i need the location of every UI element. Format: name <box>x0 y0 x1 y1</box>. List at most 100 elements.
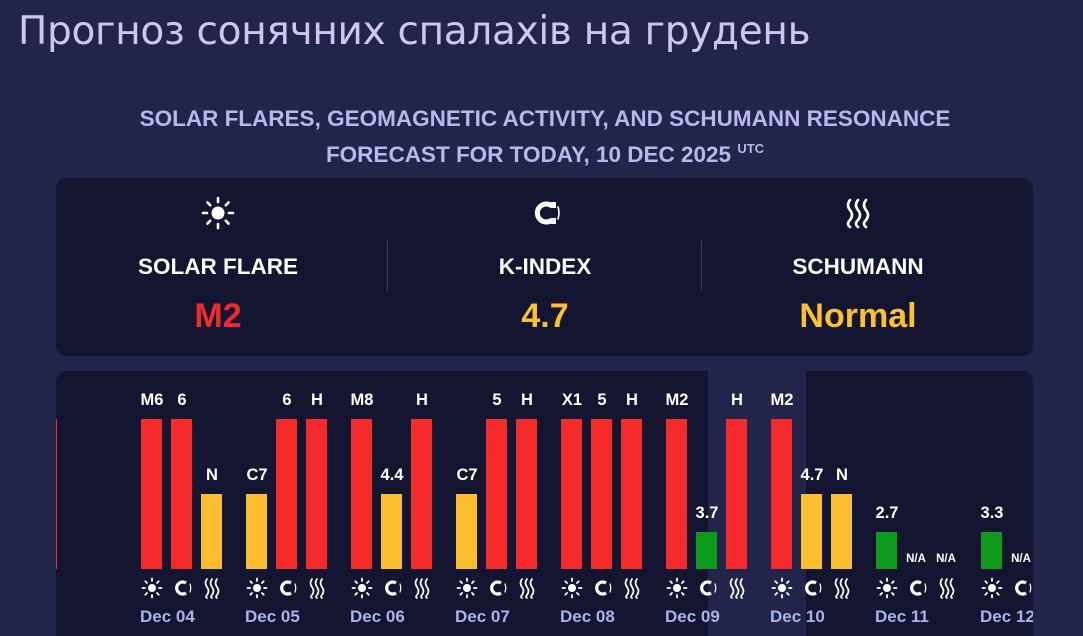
solar-flare-label: SOLAR FLARE <box>138 254 298 279</box>
flare-value-label: M6 <box>140 391 164 409</box>
k-index-value: 4.7 <box>521 297 569 335</box>
k-index-bar[interactable] <box>486 419 507 569</box>
waves-icon <box>411 577 433 599</box>
na-label: N/A <box>1031 553 1033 565</box>
magnet-icon <box>591 577 613 599</box>
magnet-icon <box>486 577 508 599</box>
flare-bar[interactable] <box>246 494 267 569</box>
k-index-bar[interactable] <box>801 494 822 569</box>
flare-bar[interactable] <box>561 419 582 569</box>
k-index-bar[interactable] <box>171 419 192 569</box>
subtitle-date: FORECAST FOR TODAY, 10 DEC 2025 <box>325 142 732 167</box>
flare-bar[interactable] <box>981 532 1002 569</box>
day-date-label: Dec 06 <box>350 607 405 626</box>
schumann-bar[interactable] <box>831 494 852 569</box>
daily-forecast-timeline[interactable]: H M6 6 N Dec 04 C7 6 H Dec 05 M8 4.4 H Dec 06 C7 5 H Dec… <box>56 371 1033 636</box>
schumann-bar[interactable] <box>201 494 222 569</box>
today-summary-panel: SOLAR FLARE M2 K-INDEX 4.7 SCHUMANN Norm… <box>56 178 1033 356</box>
flare-bar[interactable] <box>141 419 162 569</box>
solar-flare-card: SOLAR FLARE M2 <box>56 178 380 356</box>
flare-bar[interactable] <box>666 419 687 569</box>
waves-icon <box>696 196 1020 230</box>
magnet-icon <box>383 196 707 230</box>
flare-value-label: M8 <box>350 391 374 409</box>
schumann-value-label: H <box>731 391 743 409</box>
flare-bar[interactable] <box>876 532 897 569</box>
flare-value-label: H <box>56 391 72 410</box>
magnet-icon <box>1011 577 1033 599</box>
waves-icon <box>621 577 643 599</box>
timezone-label: UTC <box>737 141 765 156</box>
waves-icon <box>516 577 538 599</box>
day-date-label: Dec 11 <box>875 607 929 626</box>
subtitle-line-1: SOLAR FLARES, GEOMAGNETIC ACTIVITY, AND … <box>139 106 951 131</box>
day-date-label: Dec 09 <box>665 607 720 626</box>
k-index-value-label: 6 <box>177 391 187 409</box>
schumann-value-label: H <box>521 391 533 409</box>
schumann-bar[interactable] <box>411 419 432 569</box>
flare-value-label: M2 <box>665 391 689 409</box>
k-index-value-label: 6 <box>282 391 292 409</box>
schumann-value-label: N <box>836 466 848 484</box>
flare-bar[interactable] <box>56 419 57 569</box>
flare-value-label: M2 <box>770 391 794 409</box>
na-label: N/A <box>936 553 956 565</box>
k-index-bar[interactable] <box>381 494 402 569</box>
magnet-icon <box>171 577 193 599</box>
page-title: Прогноз сонячних спалахів на грудень <box>18 9 811 54</box>
k-index-value-label: 4.7 <box>800 466 824 484</box>
sun-icon <box>246 577 268 599</box>
day-date-label: Dec 07 <box>455 607 510 626</box>
flare-bar[interactable] <box>456 494 477 569</box>
sun-icon <box>876 577 898 599</box>
k-index-bar[interactable] <box>276 419 297 569</box>
waves-icon <box>726 577 748 599</box>
schumann-bar[interactable] <box>726 419 747 569</box>
sun-icon <box>141 577 163 599</box>
flare-value-label: C7 <box>246 466 268 484</box>
subtitle-line-2: FORECAST FOR TODAY, 10 DEC 2025 UTC <box>0 134 1083 170</box>
k-index-value-label: 3.7 <box>695 504 719 522</box>
sun-icon <box>561 577 583 599</box>
schumann-bar[interactable] <box>516 419 537 569</box>
waves-icon <box>306 577 328 599</box>
divider <box>387 241 388 291</box>
magnet-icon <box>381 577 403 599</box>
flare-value-label: C7 <box>456 466 478 484</box>
waves-icon <box>201 577 223 599</box>
forecast-subtitle: SOLAR FLARES, GEOMAGNETIC ACTIVITY, AND … <box>0 104 1083 170</box>
k-index-label: K-INDEX <box>498 254 592 279</box>
schumann-value-label: H <box>626 391 638 409</box>
divider <box>701 241 702 291</box>
magnet-icon <box>696 577 718 599</box>
flare-bar[interactable] <box>351 419 372 569</box>
waves-icon <box>936 577 958 599</box>
sun-icon <box>56 196 380 230</box>
k-index-value-label: 5 <box>492 391 502 409</box>
schumann-bar[interactable] <box>306 419 327 569</box>
schumann-value-label: H <box>311 391 323 409</box>
magnet-icon <box>906 577 928 599</box>
sun-icon <box>351 577 373 599</box>
flare-value-label: 2.7 <box>875 504 899 522</box>
magnet-icon <box>276 577 298 599</box>
flare-bar[interactable] <box>771 419 792 569</box>
day-date-label: Dec 12 <box>980 607 1033 626</box>
day-date-label: Dec 05 <box>245 607 300 626</box>
schumann-value-label: N <box>206 466 218 484</box>
k-index-value-label: 5 <box>597 391 607 409</box>
k-index-card: K-INDEX 4.7 <box>383 178 707 356</box>
solar-flare-value: M2 <box>194 297 242 335</box>
day-date-label: Dec 04 <box>140 607 195 626</box>
schumann-bar[interactable] <box>621 419 642 569</box>
sun-icon <box>981 577 1003 599</box>
sun-icon <box>771 577 793 599</box>
k-index-bar[interactable] <box>591 419 612 569</box>
sun-icon <box>456 577 478 599</box>
day-date-label: Dec 08 <box>560 607 615 626</box>
sun-icon <box>666 577 688 599</box>
k-index-bar[interactable] <box>696 532 717 569</box>
schumann-label: SCHUMANN <box>792 254 924 279</box>
flare-value-label: 3.3 <box>980 504 1004 522</box>
magnet-icon <box>801 577 823 599</box>
